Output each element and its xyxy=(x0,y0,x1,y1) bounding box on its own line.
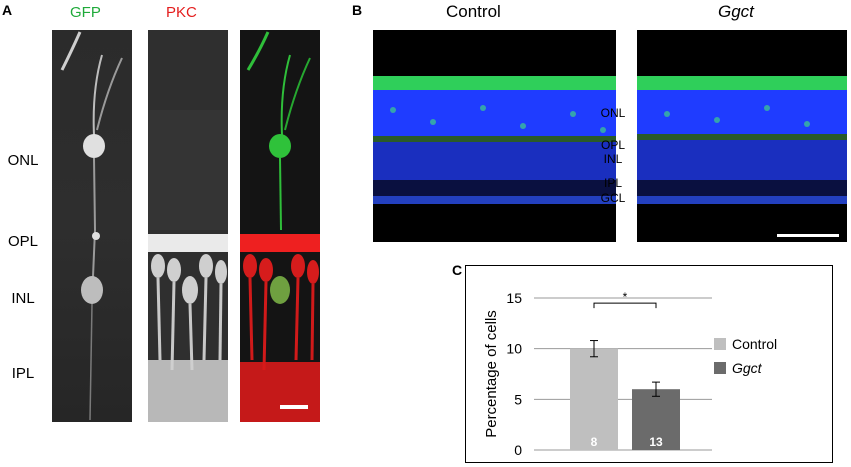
layer-label-b-opl: OPL xyxy=(600,138,625,152)
y-tick-label: 15 xyxy=(506,290,522,306)
layer-label-ipl: IPL xyxy=(11,365,35,382)
panel-b-letter: B xyxy=(352,2,363,18)
y-tick-label: 5 xyxy=(514,391,522,407)
y-tick-label: 0 xyxy=(514,442,522,458)
gfp-channel-label: GFP xyxy=(70,4,101,21)
panel-c-letter: C xyxy=(452,262,463,278)
ggct-condition-label: Ggct xyxy=(718,2,754,21)
significance-star: * xyxy=(623,290,628,304)
scale-bar-a xyxy=(280,405,308,409)
pkc-micrograph xyxy=(148,30,228,422)
legend-label: Ggct xyxy=(732,360,763,376)
merged-micrograph xyxy=(240,30,320,422)
bar-control xyxy=(570,348,618,450)
layer-label-b-gcl: GCL xyxy=(600,191,626,205)
legend-swatch xyxy=(714,362,726,374)
bar-ggct xyxy=(632,389,680,450)
panel-a-letter: A xyxy=(2,2,13,18)
scale-bar-b xyxy=(777,234,839,237)
ggct-retina-micrograph xyxy=(637,30,847,242)
pkc-channel-label: PKC xyxy=(166,4,197,21)
layer-label-b-ipl: IPL xyxy=(603,176,622,190)
y-tick-label: 10 xyxy=(506,341,522,357)
layer-label-b-onl: ONL xyxy=(600,106,626,120)
layer-label-b-inl: INL xyxy=(603,152,623,166)
layer-label-onl: ONL xyxy=(7,152,39,169)
bar-chart: 0 5 10 15 Percentage of cells 8 13 * Control Ggct xyxy=(465,265,833,463)
n-label: 13 xyxy=(649,435,663,449)
n-label: 8 xyxy=(591,435,598,449)
control-retina-micrograph xyxy=(373,30,616,242)
control-condition-label: Control xyxy=(446,2,501,21)
legend-label: Control xyxy=(732,336,777,352)
gfp-micrograph xyxy=(52,30,132,422)
legend-swatch xyxy=(714,338,726,350)
layer-label-inl: INL xyxy=(11,290,35,307)
significance-bracket xyxy=(593,302,657,309)
y-axis-label: Percentage of cells xyxy=(483,310,500,438)
layer-label-opl: OPL xyxy=(7,233,38,250)
